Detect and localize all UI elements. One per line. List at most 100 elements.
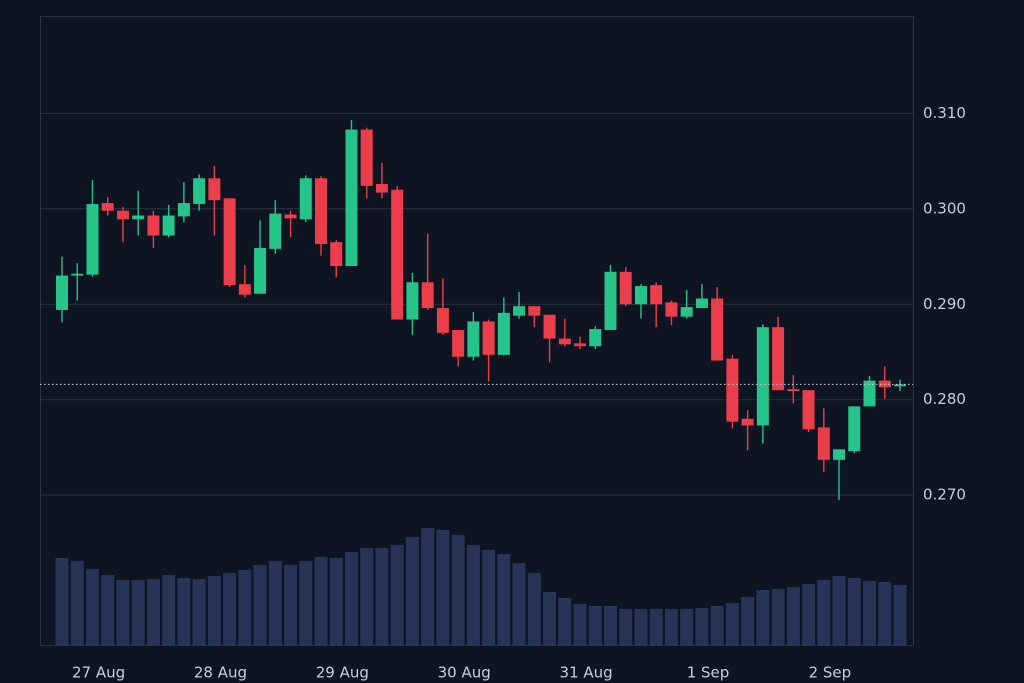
volume-bar xyxy=(558,598,572,645)
y-tick-label: 0.280 xyxy=(923,390,966,408)
candle-body xyxy=(482,321,495,355)
candle-body xyxy=(558,338,571,345)
x-tick-label: 1 Sep xyxy=(687,664,730,682)
candle-body xyxy=(543,314,556,339)
x-tick-label: 27 Aug xyxy=(72,664,125,682)
volume-bar xyxy=(405,537,419,645)
volume-bar xyxy=(802,584,816,645)
candle-body xyxy=(299,178,312,220)
candle-body xyxy=(695,298,708,309)
volume-bar xyxy=(466,545,480,645)
volume-bar xyxy=(832,576,846,645)
volume-bar xyxy=(634,609,648,645)
volume-bar xyxy=(192,579,206,645)
volume-bar xyxy=(893,585,907,645)
candle-body xyxy=(315,178,328,245)
y-tick-label: 0.290 xyxy=(923,295,966,313)
candle-body xyxy=(391,189,404,320)
candle-body xyxy=(817,427,830,460)
volume-bar xyxy=(741,597,755,645)
volume-bar xyxy=(649,609,663,645)
volume-bar xyxy=(695,608,709,645)
candle-body xyxy=(406,282,419,320)
volume-bar xyxy=(375,548,389,645)
candle-body xyxy=(634,286,647,305)
candle-body xyxy=(101,203,114,211)
candle-body xyxy=(238,284,251,295)
volume-bar xyxy=(360,548,374,645)
candle-body xyxy=(71,273,84,276)
volume-bar xyxy=(177,578,191,645)
volume-bar xyxy=(725,603,739,645)
volume-bar xyxy=(253,565,267,645)
candle-body xyxy=(86,204,99,275)
y-tick-label: 0.310 xyxy=(923,104,966,122)
candle-body xyxy=(497,312,510,355)
candle-body xyxy=(56,275,68,310)
volume-bar xyxy=(314,557,328,645)
volume-bar xyxy=(299,561,313,645)
candle-body xyxy=(802,390,815,430)
volume-bar xyxy=(512,563,526,645)
volume-bar xyxy=(55,558,69,645)
volume-bar xyxy=(70,561,84,645)
candle-body xyxy=(375,183,388,193)
volume-bar xyxy=(329,558,343,645)
volume-bar xyxy=(847,578,861,645)
candle-body xyxy=(132,215,145,220)
y-tick-label: 0.300 xyxy=(923,199,966,217)
volume-bar xyxy=(131,580,145,645)
candle-body xyxy=(147,215,160,236)
candle-body xyxy=(269,213,282,249)
candle-body xyxy=(421,282,434,309)
candle-body xyxy=(574,343,587,347)
volume-bar xyxy=(863,581,877,645)
candle-body xyxy=(452,330,465,357)
candle-body xyxy=(863,380,876,407)
candle-body xyxy=(619,271,632,305)
candle-body xyxy=(833,449,846,460)
candle-body xyxy=(756,327,769,426)
volume-bar xyxy=(421,528,435,645)
candle-body xyxy=(208,178,221,201)
x-tick-label: 30 Aug xyxy=(438,664,491,682)
candle-body xyxy=(665,302,678,317)
candle-body xyxy=(650,285,663,305)
volume-bar xyxy=(527,573,541,645)
candle-body xyxy=(436,308,449,333)
volume-bar xyxy=(680,609,694,645)
volume-bar xyxy=(573,604,587,645)
volume-bar xyxy=(786,587,800,645)
volume-bar xyxy=(85,569,99,645)
candle-body xyxy=(223,198,236,286)
candle-body xyxy=(254,247,267,294)
volume-bar xyxy=(756,590,770,645)
candle-body xyxy=(284,214,297,219)
volume-bar xyxy=(390,545,404,645)
volume-bar xyxy=(588,606,602,645)
volume-bar xyxy=(268,561,282,645)
volume-bar xyxy=(101,575,115,645)
candle-body xyxy=(787,389,800,392)
candle-body xyxy=(528,306,541,316)
volume-bar xyxy=(497,554,511,645)
candle-body xyxy=(330,242,343,267)
candle-body xyxy=(711,298,724,361)
volume-bar xyxy=(878,582,892,645)
volume-bar xyxy=(238,570,252,645)
volume-bar xyxy=(817,580,831,645)
volume-bar xyxy=(284,565,298,645)
volume-bar xyxy=(482,550,496,645)
volume-bar xyxy=(619,609,633,645)
candle-body xyxy=(848,406,861,452)
volume-bar xyxy=(451,535,465,645)
volume-bar xyxy=(664,609,678,645)
candle-body xyxy=(513,306,526,316)
x-tick-label: 31 Aug xyxy=(560,664,613,682)
candle-body xyxy=(680,307,693,317)
candle-body xyxy=(726,358,739,422)
volume-bar xyxy=(223,573,237,645)
volume-bar xyxy=(436,530,450,645)
